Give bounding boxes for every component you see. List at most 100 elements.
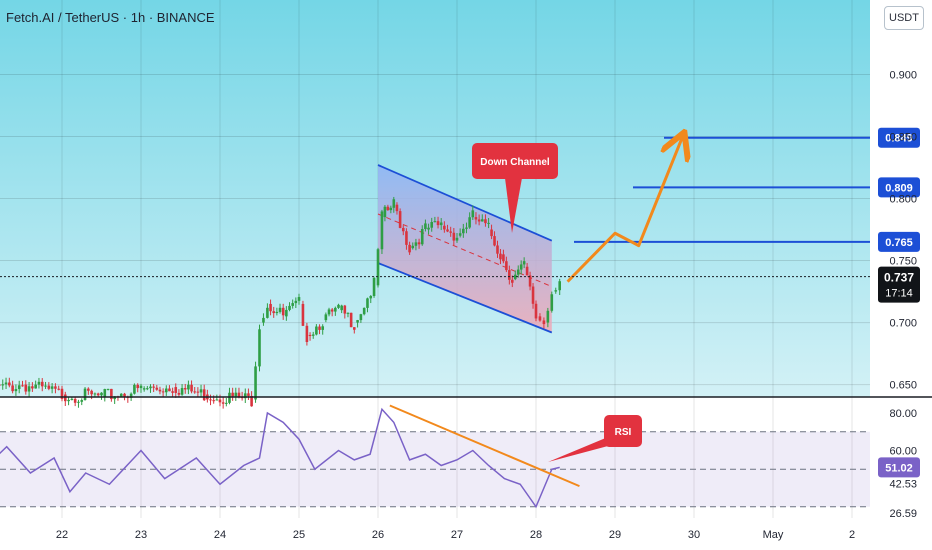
candle-body: [502, 254, 505, 262]
candle-body: [269, 303, 272, 312]
candle-body: [17, 385, 21, 390]
candle-body: [27, 386, 31, 392]
candle-body: [129, 393, 133, 398]
callout-box: [472, 143, 558, 179]
currency-button[interactable]: USDT: [884, 6, 924, 30]
down-channel-callout[interactable]: Down Channel: [472, 143, 558, 233]
candle-body: [247, 393, 250, 396]
candle-body: [376, 249, 380, 286]
candle-body: [187, 384, 190, 390]
target-level-badge: [878, 127, 920, 148]
candle-body: [458, 233, 462, 236]
candle-body: [487, 222, 490, 224]
candle-body: [93, 393, 97, 395]
candle-body: [439, 222, 443, 226]
time-tick-label: 25: [293, 529, 305, 541]
candle-body: [161, 391, 165, 393]
candle-body: [278, 307, 282, 312]
candle-body: [281, 307, 285, 316]
rsi-callout-label: RSI: [615, 427, 632, 438]
candle-body: [392, 199, 396, 208]
candle-body: [190, 384, 193, 392]
candle-body: [297, 297, 301, 301]
candle-body: [337, 304, 340, 308]
projection-path: [566, 138, 683, 283]
rsi-axis: 80.00 60.00 42.53 26.59 51.02: [878, 408, 920, 520]
target-level-badge: [878, 177, 920, 198]
candle-body: [146, 388, 149, 390]
candle-body: [449, 231, 452, 233]
candle-body: [142, 388, 146, 390]
candle-body: [522, 261, 526, 265]
candle-body: [11, 385, 14, 392]
time-tick-label: 28: [530, 529, 542, 541]
candle-body: [73, 398, 77, 403]
candle-body: [96, 393, 100, 396]
price-axis: 0.900 0.850 0.800 0.750 0.700 0.650: [889, 69, 917, 391]
callout-label: Down Channel: [480, 157, 550, 168]
countdown-value: 17:14: [885, 288, 913, 300]
last-price-box: [878, 266, 920, 303]
candle-body: [369, 296, 373, 299]
candle-body: [80, 400, 84, 402]
candle-body: [77, 401, 80, 403]
last-price-badge: 0.737 17:14: [0, 266, 920, 303]
candle-body: [54, 386, 57, 389]
candle-body: [183, 388, 187, 390]
candle-body: [546, 310, 550, 323]
candle-body: [346, 312, 350, 314]
rsi-callout[interactable]: RSI: [548, 415, 642, 462]
candle-body: [443, 225, 446, 230]
candle-body: [24, 384, 28, 392]
candle-body: [202, 389, 206, 401]
candle-body: [60, 388, 64, 399]
last-price-value: 0.737: [884, 271, 914, 285]
candle-body: [538, 316, 542, 321]
candle-body: [90, 390, 93, 395]
chart-title: Fetch.AI / TetherUS · 1h · BINANCE: [6, 10, 215, 25]
candle-body: [136, 384, 140, 389]
candle-body: [484, 219, 487, 224]
candle-body: [531, 286, 535, 304]
time-axis-panel: [0, 518, 932, 550]
candle-body: [424, 223, 427, 230]
candle-body: [519, 264, 523, 270]
candle-body: [420, 229, 424, 245]
candle-body: [389, 207, 393, 211]
candle-body: [366, 298, 369, 308]
candle-body: [8, 382, 11, 386]
candle-body: [234, 392, 238, 397]
candle-body: [550, 294, 554, 311]
candle-body: [63, 394, 67, 402]
candle-body: [119, 393, 123, 397]
candle-body: [177, 392, 181, 395]
candle-body: [266, 307, 269, 318]
candle-body: [155, 387, 159, 390]
channel-midline: [377, 213, 552, 288]
candle-body: [383, 206, 387, 218]
candle-body: [477, 219, 481, 222]
price-tick-label: 0.850: [889, 131, 917, 143]
candle-body: [243, 393, 247, 399]
time-tick-label: 2: [849, 529, 855, 541]
candle-body: [218, 399, 222, 403]
time-tick-label: May: [763, 529, 784, 541]
price-tick-label: 0.700: [889, 318, 917, 330]
target-levels[interactable]: 0.765 0.809 0.849: [574, 127, 920, 252]
candle-body: [490, 229, 493, 237]
candle-body: [505, 261, 508, 271]
candle-body: [87, 388, 90, 391]
candle-body: [237, 392, 241, 397]
price-tick-label: 0.650: [889, 380, 917, 392]
callout-box: [604, 415, 642, 447]
candle-body: [330, 309, 334, 312]
candle-body: [468, 217, 471, 228]
candle-body: [474, 217, 478, 220]
projection-arrow[interactable]: [566, 138, 683, 283]
down-channel[interactable]: [377, 164, 553, 334]
candle-body: [250, 395, 253, 407]
candle-body: [103, 389, 107, 397]
candle-body: [340, 305, 343, 311]
